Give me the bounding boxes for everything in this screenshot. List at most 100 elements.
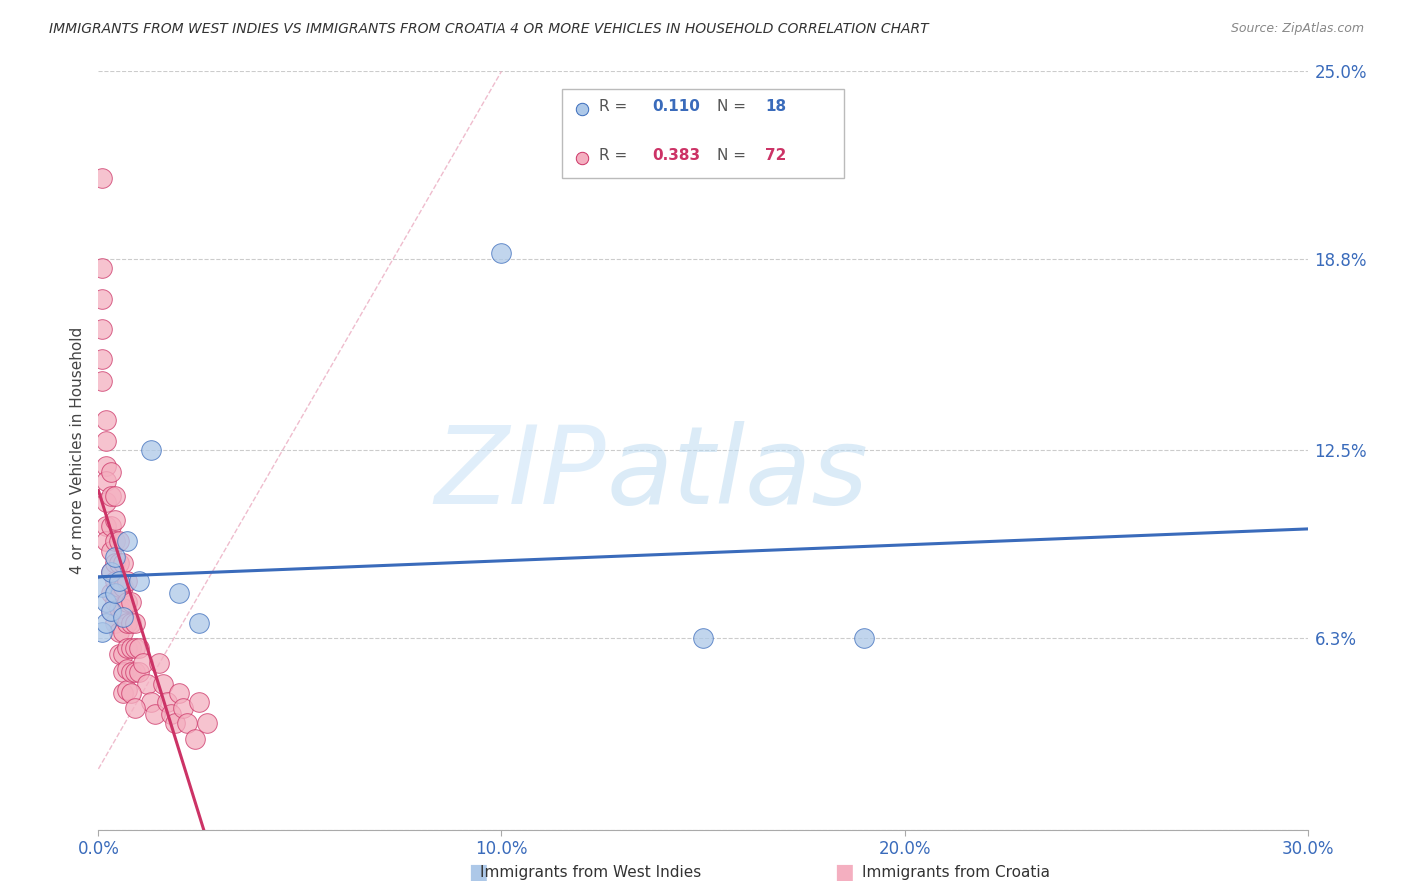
Point xyxy=(128,574,150,588)
FancyBboxPatch shape xyxy=(562,89,844,178)
Point xyxy=(115,616,138,631)
Text: R =: R = xyxy=(599,148,633,162)
Point xyxy=(96,458,118,473)
Point xyxy=(115,595,138,609)
Point xyxy=(135,677,157,691)
Point xyxy=(124,640,146,655)
Point xyxy=(491,246,513,260)
Point xyxy=(107,556,129,570)
Point xyxy=(107,625,129,640)
Point xyxy=(107,574,129,588)
Text: N =: N = xyxy=(717,99,751,113)
Point xyxy=(188,695,211,709)
Point xyxy=(120,595,142,609)
Y-axis label: 4 or more Vehicles in Household: 4 or more Vehicles in Household xyxy=(69,326,84,574)
Text: ■: ■ xyxy=(468,863,488,882)
Text: Source: ZipAtlas.com: Source: ZipAtlas.com xyxy=(1230,22,1364,36)
Text: R =: R = xyxy=(599,99,633,113)
Point xyxy=(91,352,114,367)
Text: 0.383: 0.383 xyxy=(652,148,700,162)
Point xyxy=(111,601,134,615)
Point xyxy=(115,640,138,655)
Text: ZIP: ZIP xyxy=(434,421,606,525)
Text: ■: ■ xyxy=(834,863,853,882)
Text: N =: N = xyxy=(717,148,751,162)
Point xyxy=(103,489,125,503)
Point xyxy=(103,549,125,564)
Point xyxy=(115,683,138,698)
Point xyxy=(91,625,114,640)
Point xyxy=(103,595,125,609)
Point xyxy=(111,610,134,624)
Point xyxy=(115,574,138,588)
Point xyxy=(111,580,134,594)
Point xyxy=(103,534,125,549)
Point xyxy=(115,662,138,676)
Point xyxy=(111,686,134,700)
Point xyxy=(120,665,142,679)
Point xyxy=(91,170,114,185)
Point xyxy=(184,731,207,746)
Text: 0.110: 0.110 xyxy=(652,99,700,113)
Point xyxy=(167,586,190,600)
Point xyxy=(100,489,122,503)
Text: IMMIGRANTS FROM WEST INDIES VS IMMIGRANTS FROM CROATIA 4 OR MORE VEHICLES IN HOU: IMMIGRANTS FROM WEST INDIES VS IMMIGRANT… xyxy=(49,22,929,37)
Point xyxy=(103,616,125,631)
Point xyxy=(96,434,118,449)
Point xyxy=(103,586,125,600)
Point xyxy=(571,102,593,116)
Point xyxy=(100,565,122,579)
Point xyxy=(128,665,150,679)
Point xyxy=(124,701,146,715)
Point xyxy=(143,707,166,722)
Point xyxy=(111,665,134,679)
Point xyxy=(139,443,162,458)
Text: atlas: atlas xyxy=(606,421,868,525)
Point xyxy=(96,519,118,533)
Point xyxy=(91,261,114,276)
Point xyxy=(107,534,129,549)
Point xyxy=(124,665,146,679)
Point xyxy=(103,556,125,570)
Point xyxy=(103,513,125,527)
Point xyxy=(91,374,114,388)
Point xyxy=(107,647,129,661)
Point xyxy=(100,543,122,558)
Point xyxy=(163,716,186,731)
Point xyxy=(103,574,125,588)
Point xyxy=(167,686,190,700)
Point xyxy=(120,686,142,700)
Text: 72: 72 xyxy=(765,148,786,162)
Point xyxy=(148,656,170,670)
Point xyxy=(100,565,122,579)
Point xyxy=(176,716,198,731)
Point xyxy=(160,707,183,722)
Point xyxy=(96,495,118,509)
Point xyxy=(100,604,122,618)
Point xyxy=(172,701,194,715)
Point xyxy=(139,695,162,709)
Point xyxy=(100,465,122,479)
Point xyxy=(571,151,593,165)
Point xyxy=(124,616,146,631)
Point xyxy=(692,632,714,646)
Point xyxy=(132,656,155,670)
Point xyxy=(91,322,114,336)
Point xyxy=(96,616,118,631)
Point xyxy=(100,586,122,600)
Text: 18: 18 xyxy=(765,99,786,113)
Point xyxy=(107,601,129,615)
Point xyxy=(96,413,118,427)
Point xyxy=(115,534,138,549)
Text: Immigrants from Croatia: Immigrants from Croatia xyxy=(862,865,1050,880)
Point xyxy=(111,556,134,570)
Point xyxy=(96,595,118,609)
Point xyxy=(111,625,134,640)
Point xyxy=(120,616,142,631)
Point xyxy=(96,474,118,488)
Point xyxy=(91,292,114,306)
Point xyxy=(120,640,142,655)
Point xyxy=(128,640,150,655)
Point xyxy=(853,632,876,646)
Point xyxy=(100,604,122,618)
